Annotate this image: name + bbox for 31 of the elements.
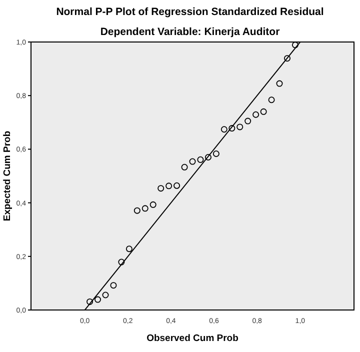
point — [142, 205, 148, 212]
point — [86, 298, 94, 305]
point — [94, 296, 102, 303]
point — [118, 258, 125, 266]
point — [189, 158, 196, 165]
point — [150, 201, 156, 208]
chart-title: Normal P-P Plot of Regression Standardized Residual — [56, 6, 324, 18]
x-axis-title: Observed Cum Prob — [146, 333, 239, 344]
point — [252, 111, 260, 118]
point — [292, 42, 298, 48]
point — [158, 185, 164, 192]
point — [166, 182, 172, 190]
point — [197, 156, 204, 163]
point — [110, 282, 117, 289]
point — [212, 150, 220, 158]
point — [126, 246, 132, 252]
point — [134, 207, 140, 214]
point — [260, 108, 267, 115]
point — [228, 125, 236, 132]
point — [244, 118, 252, 124]
point — [102, 292, 109, 298]
point — [174, 182, 180, 189]
y-axis-title: Expected Cum Prob — [2, 130, 13, 222]
point — [284, 55, 290, 62]
point — [204, 154, 212, 160]
point — [181, 164, 188, 170]
point — [276, 80, 283, 87]
chart-subtitle: Dependent Variable: Kinerja Auditor — [100, 26, 280, 38]
point — [268, 96, 275, 104]
point — [220, 126, 228, 133]
point — [236, 124, 244, 130]
